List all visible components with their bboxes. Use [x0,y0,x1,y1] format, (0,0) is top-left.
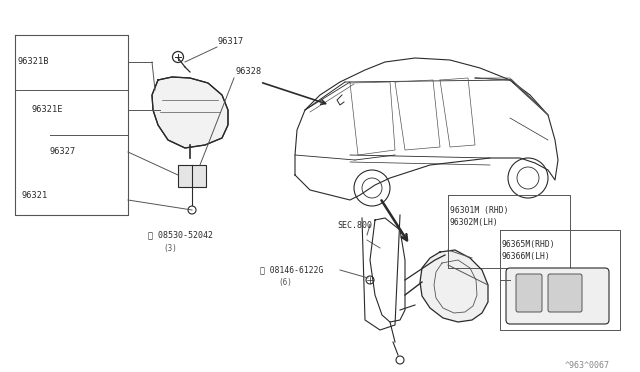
Polygon shape [420,250,488,322]
Text: 96366M(LH): 96366M(LH) [502,253,551,262]
Text: 96327: 96327 [50,148,76,157]
Text: (3): (3) [163,244,177,253]
Text: (6): (6) [278,278,292,286]
Text: Ⓢ 08530-52042: Ⓢ 08530-52042 [148,231,213,240]
Text: 96317: 96317 [218,38,244,46]
Text: 96321: 96321 [22,190,48,199]
FancyBboxPatch shape [548,274,582,312]
Text: Ⓑ 08146-6122G: Ⓑ 08146-6122G [260,266,323,275]
Text: 96328: 96328 [235,67,261,77]
Bar [178,165,206,187]
FancyBboxPatch shape [506,268,609,324]
Text: 96301M (RHD): 96301M (RHD) [450,205,509,215]
FancyBboxPatch shape [516,274,542,312]
Text: SEC.800: SEC.800 [337,221,372,230]
Text: 96302M(LH): 96302M(LH) [450,218,499,227]
Polygon shape [152,77,228,148]
Text: 96321E: 96321E [32,106,63,115]
Text: 96321B: 96321B [17,58,49,67]
Text: 96365M(RHD): 96365M(RHD) [502,241,556,250]
Text: ^963^0067: ^963^0067 [565,360,610,369]
